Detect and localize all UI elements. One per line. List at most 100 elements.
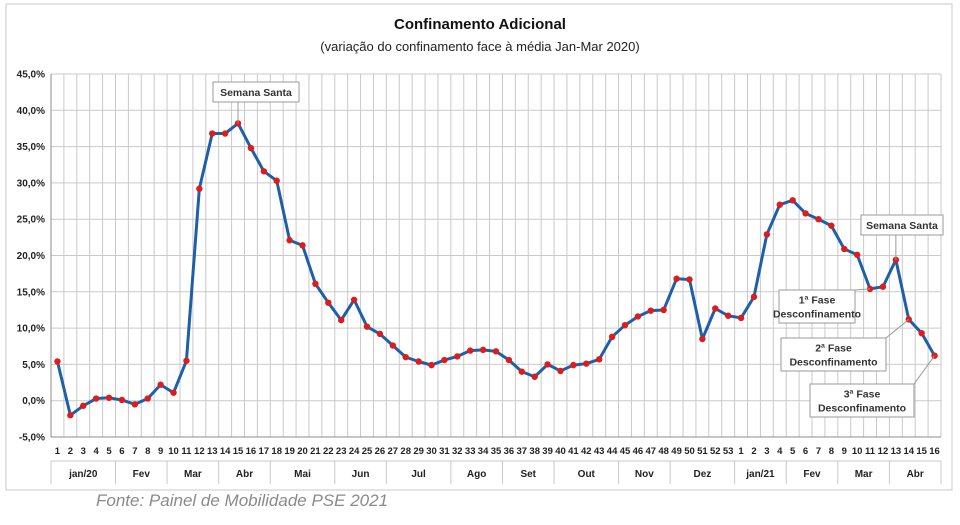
data-point — [673, 275, 680, 282]
x-tick-label: 40 — [555, 446, 566, 457]
annotations: Semana Santa Semana Santa 1ª Fase Desconfin… — [212, 81, 944, 418]
x-tick-label: 9 — [158, 446, 163, 457]
x-tick-label: 10 — [852, 446, 863, 457]
data-point — [325, 299, 332, 306]
x-tick-label: 19 — [284, 446, 295, 457]
chart-title: Confinamento Adicional — [394, 16, 566, 33]
month-label: jan/20 — [68, 469, 98, 480]
chart-subtitle: (variação do confinamento face à média J… — [320, 39, 639, 54]
annotation-callout: Semana Santa — [212, 81, 300, 124]
annotation-text: 2ª Fase — [815, 343, 852, 355]
annotation-box — [860, 214, 944, 236]
x-tick-label: 6 — [119, 446, 124, 457]
annotation-text: Desconfinamento — [789, 357, 877, 369]
data-point — [273, 177, 280, 184]
y-tick-label: 40,0% — [17, 106, 45, 117]
annotation-box — [809, 383, 915, 418]
x-tick-label: 2 — [68, 446, 73, 457]
x-tick-label: 15 — [916, 446, 927, 457]
annotation-text: Semana Santa — [220, 87, 292, 99]
y-tick-label: 25,0% — [17, 215, 45, 226]
month-label: Fev — [133, 469, 151, 480]
annotation-callout: 3ª Fase Desconfinamento — [809, 355, 935, 418]
x-tick-label: 7 — [816, 446, 821, 457]
data-point — [750, 293, 758, 301]
annotation-box — [778, 289, 856, 324]
annotation-leader — [885, 319, 910, 339]
month-label: Mai — [294, 469, 311, 480]
data-point — [531, 373, 538, 380]
x-tick-label: 36 — [504, 446, 515, 457]
data-point — [92, 395, 100, 402]
data-point — [350, 296, 358, 303]
data-point — [312, 280, 319, 288]
data-point — [221, 130, 229, 137]
x-tick-label: 45 — [620, 446, 631, 457]
data-point — [853, 251, 861, 258]
month-label: Nov — [635, 469, 654, 480]
x-axis-ticks: 1 2 3 4 5 6 7 8 9 10 11 12 13 14 15 16 17 18 19 20 21 22 23 24 2… — [55, 446, 940, 457]
x-tick-label: 42 — [581, 446, 592, 457]
x-tick-label: 33 — [465, 446, 476, 457]
data-point — [54, 358, 61, 365]
series — [54, 120, 938, 419]
y-tick-label: 45,0% — [17, 70, 45, 81]
grid-lines — [50, 73, 942, 438]
x-tick-label: 37 — [517, 446, 528, 457]
y-tick-label: 5,0% — [22, 360, 45, 371]
month-label: Fev — [803, 469, 821, 480]
month-label: Mar — [184, 469, 202, 480]
data-point — [247, 144, 255, 152]
x-tick-label: 5 — [106, 446, 112, 457]
data-point — [699, 335, 706, 343]
x-tick-label: 28 — [400, 446, 411, 457]
data-point — [467, 347, 474, 354]
x-tick-label: 2 — [751, 446, 756, 457]
month-label: Dez — [693, 469, 711, 480]
x-tick-label: 4 — [93, 446, 99, 457]
x-tick-label: 52 — [710, 446, 721, 457]
data-point — [802, 210, 809, 217]
x-tick-label: 50 — [684, 446, 695, 457]
x-tick-label: 1 — [55, 446, 61, 457]
data-point — [724, 312, 732, 319]
y-tick-label: -5,0% — [19, 433, 45, 444]
x-tick-label: 53 — [723, 446, 734, 457]
data-point — [879, 283, 887, 290]
data-point — [389, 342, 397, 349]
x-tick-label: 13 — [207, 446, 218, 457]
y-tick-label: 20,0% — [17, 251, 45, 262]
x-tick-label: 38 — [529, 446, 540, 457]
data-point — [131, 401, 139, 408]
x-tick-label: 1 — [738, 446, 744, 457]
x-tick-label: 29 — [413, 446, 424, 457]
data-point — [454, 353, 461, 360]
x-tick-label: 32 — [452, 446, 463, 457]
data-point — [415, 358, 422, 365]
y-tick-label: 0,0% — [22, 396, 45, 407]
y-tick-label: 15,0% — [17, 287, 45, 298]
x-tick-label: 43 — [594, 446, 605, 457]
x-tick-label: 11 — [865, 446, 876, 457]
data-point — [763, 231, 771, 238]
chart-frame — [5, 3, 953, 491]
x-tick-label: 46 — [633, 446, 644, 457]
x-tick-label: 48 — [658, 446, 669, 457]
data-point — [815, 216, 822, 223]
x-tick-label: 39 — [542, 446, 553, 457]
x-tick-label: 9 — [842, 446, 847, 457]
x-tick-label: 8 — [145, 446, 150, 457]
data-point — [105, 394, 113, 401]
month-label: Abr — [907, 469, 924, 480]
data-point — [595, 356, 603, 363]
data-point — [376, 330, 384, 338]
month-label: jan/21 — [745, 469, 775, 480]
annotation-leader — [913, 355, 935, 385]
month-labels: jan/20 Fev Mar Abr Mai Jun Jul Ago Set Out Nov Dez j… — [50, 460, 942, 484]
x-tick-label: 16 — [246, 446, 257, 457]
x-tick-label: 3 — [81, 446, 86, 457]
annotation-text: 1ª Fase — [799, 295, 836, 307]
data-point — [118, 396, 126, 404]
data-point — [170, 389, 177, 396]
